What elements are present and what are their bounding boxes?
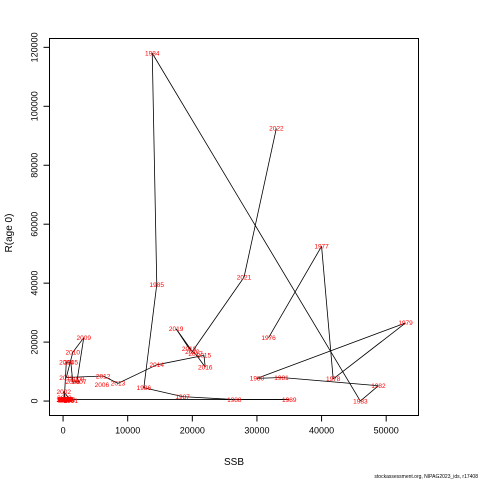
point-label-2001: 2001 [64, 398, 79, 405]
series-segment [151, 53, 361, 402]
point-label-2022: 2022 [269, 126, 284, 133]
series-line [63, 53, 406, 402]
point-label-2005: 2005 [64, 359, 79, 366]
point-label-2008: 2008 [70, 377, 85, 384]
point-label-1998: 1998 [58, 397, 73, 404]
series-segment [156, 354, 205, 366]
point-label-2016: 2016 [198, 364, 213, 371]
point-label-2014: 2014 [150, 362, 165, 369]
point-label-1987: 1987 [175, 394, 190, 401]
series-segment [321, 246, 334, 379]
series-segment [281, 377, 379, 387]
x-tick-label: 20000 [180, 426, 205, 436]
point-label-1978: 1978 [326, 376, 341, 383]
point-label-1999: 1999 [60, 397, 75, 404]
x-axis: 0 10000 20000 30000 40000 50000 [61, 415, 399, 436]
x-tick-label: 10000 [115, 426, 140, 436]
y-tick-label: 60000 [30, 212, 40, 237]
point-label-1976: 1976 [261, 335, 276, 342]
series-segment [117, 364, 157, 384]
point-label-2000: 2000 [61, 397, 76, 404]
point-label-2017: 2017 [188, 351, 203, 358]
point-label-2006b: 2006 [95, 382, 110, 389]
point-label-2015: 2015 [197, 353, 212, 360]
source-note: stockassessment.org, NIPAG2023_ids, r174… [374, 474, 478, 480]
point-label-2013: 2013 [111, 381, 126, 388]
series-segment [102, 375, 119, 384]
series-segment [360, 385, 379, 402]
series-segment [182, 396, 235, 400]
plot-frame [49, 38, 419, 416]
x-axis-label: SSB [224, 457, 244, 468]
y-axis: 0 20000 40000 60000 80000 100000 120000 [30, 32, 50, 404]
data-labels: 1978 1979 1980 1981 1982 1983 1984 1985 1986 1987… [56, 51, 413, 406]
point-label-1984: 1984 [145, 51, 160, 58]
point-label-1977: 1977 [314, 244, 329, 251]
series-segment [66, 375, 104, 378]
point-label-2021: 2021 [237, 275, 252, 282]
point-label-2007: 2007 [72, 379, 87, 386]
series-segment [203, 355, 206, 368]
series-segment [63, 362, 67, 398]
point-label-1991: 1991 [56, 397, 71, 404]
y-tick-label: 40000 [30, 271, 40, 296]
x-tick-label: 50000 [374, 426, 399, 436]
point-label-2019: 2019 [169, 326, 184, 333]
point-label-2003: 2003 [57, 395, 72, 402]
point-label-2002: 2002 [56, 389, 71, 396]
series-segment [143, 284, 158, 388]
series-segment [70, 362, 74, 382]
point-label-1981: 1981 [274, 375, 289, 382]
series-segment [65, 352, 74, 378]
point-label-1992: 1992 [56, 397, 71, 404]
point-label-1983: 1983 [353, 398, 368, 405]
series-segment [195, 353, 206, 368]
point-label-1982: 1982 [371, 383, 386, 390]
series-segment [76, 379, 80, 383]
point-label-2010: 2010 [66, 350, 81, 357]
point-label-1995: 1995 [57, 396, 72, 403]
point-label-1994: 1994 [58, 397, 73, 404]
x-tick-label: 30000 [244, 426, 269, 436]
x-tick-label: 40000 [309, 426, 334, 436]
series-segment [76, 337, 85, 380]
x-tick-label: 0 [61, 426, 66, 436]
series-segment [243, 128, 277, 278]
point-label-2020: 2020 [185, 349, 200, 356]
series-segment [151, 53, 158, 285]
y-tick-label: 100000 [30, 91, 40, 121]
point-label-2006: 2006 [66, 379, 81, 386]
series-segment [65, 399, 68, 401]
point-label-1997: 1997 [59, 397, 74, 404]
series-segment [175, 328, 193, 352]
point-label-2004: 2004 [59, 359, 74, 366]
y-tick-label: 20000 [30, 330, 40, 355]
point-label-1993: 1993 [57, 397, 72, 404]
y-axis-label: R(age 0) [4, 214, 15, 253]
y-tick-label: 80000 [30, 153, 40, 178]
point-label-1996: 1996 [58, 397, 73, 404]
point-label-1985: 1985 [150, 282, 165, 289]
point-label-1980: 1980 [250, 376, 265, 383]
point-label-1986: 1986 [137, 385, 152, 392]
point-label-1988: 1988 [227, 397, 242, 404]
point-label-2009: 2009 [77, 335, 92, 342]
point-label-1979: 1979 [398, 320, 413, 327]
y-tick-label: 0 [30, 399, 40, 404]
point-label-2011: 2011 [59, 375, 73, 382]
series-segment [256, 322, 406, 379]
series-segment [143, 387, 183, 398]
series-segment [66, 399, 69, 401]
series-segment [256, 377, 282, 379]
series-segment [191, 277, 245, 352]
series-segment [72, 337, 85, 353]
point-label-2018: 2018 [182, 346, 197, 353]
point-label-1989: 1989 [282, 397, 297, 404]
point-label-2012: 2012 [96, 373, 111, 380]
series-segment [332, 322, 406, 380]
point-label-1990: 1990 [57, 397, 72, 404]
y-tick-label: 120000 [30, 32, 40, 62]
